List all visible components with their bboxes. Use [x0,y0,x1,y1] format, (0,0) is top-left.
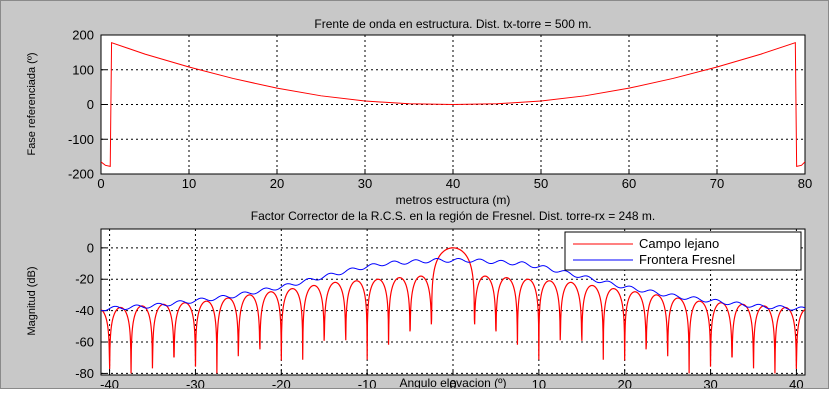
top-xtick-label: 40 [446,176,460,191]
top-title: Frente de onda en estructura. Dist. tx-t… [314,17,591,31]
legend-label-frontera-fresnel: Frontera Fresnel [639,252,735,267]
bottom-ytick-label: -40 [75,303,94,318]
bottom-xtick-label: 30 [703,377,717,388]
bottom-axes: -40 -30 -20 -10 0 10 20 30 40 0 -20 -40 -60 -80 Facto… [26,209,806,392]
top-axes: 0 10 20 30 40 50 60 70 80 200 100 0 -100 -200 Frente … [26,17,812,207]
bottom-xtick-label: -30 [186,377,205,388]
top-xtick-label: 70 [710,176,724,191]
top-tick-labels: 0 10 20 30 40 50 60 70 80 200 100 0 -100 -200 [68,28,812,192]
bottom-xtick-label: 10 [532,377,546,388]
bottom-xtick-label: -40 [100,377,119,388]
top-xtick-label: 20 [270,176,284,191]
bottom-xtick-label: -20 [272,377,291,388]
top-xtick-label: 80 [798,176,812,191]
top-ylabel: Fase referenciada (º) [26,52,38,155]
top-xtick-label: 10 [182,176,196,191]
top-xtick-label: 30 [358,176,372,191]
top-ytick-label: -200 [68,167,94,182]
bottom-ytick-label: -80 [75,366,94,381]
bottom-xtick-label: 40 [789,377,803,388]
bottom-xlabel: Angulo elevacion (º) [399,376,506,388]
top-ytick-label: -100 [68,132,94,147]
series-line-campo-lejano [101,247,805,374]
bottom-ytick-label: -60 [75,335,94,350]
bottom-xtick-label: -10 [358,377,377,388]
bottom-series [101,247,805,374]
series-line-frontera-fresnel [101,258,805,312]
bottom-ylabel: Magnitud (dB) [26,266,38,335]
top-grid [100,34,806,175]
top-xtick-label: 50 [534,176,548,191]
top-xtick-label: 60 [622,176,636,191]
bottom-ytick-label: -20 [75,272,94,287]
legend-box [564,231,802,271]
top-xlabel: metros estructura (m) [396,193,511,207]
top-series-line-phase [101,41,805,167]
bottom-xtick-label: 0 [449,377,456,388]
top-ytick-label: 100 [72,62,94,77]
legend-label-campo-lejano: Campo lejano [639,236,719,251]
bottom-xtick-label: 20 [617,377,631,388]
bottom-ytick-label: 0 [87,240,94,255]
legend[interactable]: Campo lejano Frontera Fresnel [564,231,802,271]
bottom-title: Factor Corrector de la R.C.S. en la regi… [251,209,655,223]
top-ytick-label: 0 [87,97,94,112]
top-xtick-label: 0 [97,176,104,191]
top-series [101,41,805,167]
top-ytick-label: 200 [72,28,94,43]
